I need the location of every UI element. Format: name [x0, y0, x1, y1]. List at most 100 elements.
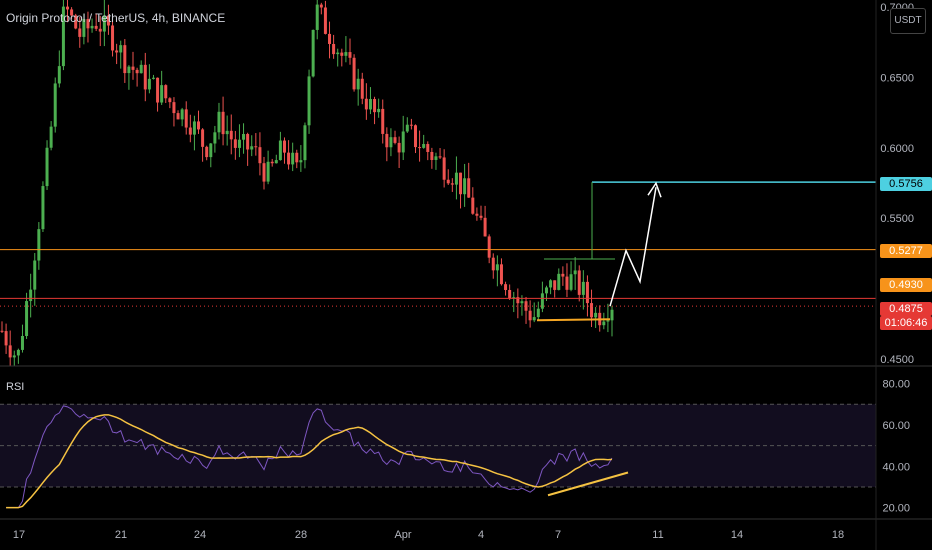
candle-body [176, 113, 180, 120]
candle-body [192, 121, 196, 135]
candle-body [258, 147, 262, 164]
pattern-drawings [536, 181, 662, 322]
candle-body [483, 217, 487, 237]
chart-title: Origin Protocol / TetherUS, 4h, BINANCE [6, 11, 226, 25]
candle-body [78, 28, 82, 37]
candle-body [573, 270, 577, 275]
time-tick-label: 17 [13, 529, 25, 541]
candle-body [323, 7, 327, 34]
candle-body [115, 50, 119, 53]
candle-body [565, 276, 569, 290]
candle-body [172, 102, 176, 114]
candle-body [405, 124, 409, 132]
candle-body [377, 108, 381, 113]
candle-body [151, 77, 155, 79]
resistance-price-badge: 0.5277 [880, 244, 932, 258]
candle-body [184, 109, 188, 128]
price-tick-label: 0.6000 [880, 143, 914, 155]
candle-body [577, 270, 581, 295]
candle-body [278, 140, 282, 161]
candle-body [86, 19, 90, 29]
candle-body [4, 331, 8, 346]
candle-body [123, 45, 127, 74]
pattern-neckline [536, 318, 611, 322]
candle-body [111, 25, 115, 51]
candle-body [41, 186, 45, 230]
candle-body [61, 6, 65, 67]
candle-body [168, 98, 172, 103]
candle-body [590, 303, 594, 318]
candle-body [197, 121, 201, 130]
candle-body [12, 355, 16, 358]
candle-body [49, 126, 53, 148]
candle-body [29, 289, 33, 302]
rsi-panel [0, 403, 876, 509]
candle-body [74, 15, 78, 29]
candle-body [221, 111, 225, 135]
countdown-badge: 01:06:46 [880, 316, 932, 330]
candle-body [532, 317, 536, 321]
candle-body [495, 264, 499, 271]
candle-body [164, 85, 168, 99]
candle-body [475, 213, 479, 216]
candle-body [70, 9, 74, 16]
candle-body [528, 310, 532, 321]
candle-body [385, 133, 389, 148]
candle-body [25, 301, 29, 336]
candle-body [90, 25, 94, 29]
price-tick-label: 0.5500 [880, 213, 914, 225]
candle-body [188, 127, 192, 135]
time-tick-label: 4 [478, 529, 484, 541]
candle-body [242, 134, 246, 140]
candle-body [422, 144, 426, 148]
candle-body [98, 28, 102, 32]
candle-body [549, 280, 553, 288]
candle-body [135, 69, 139, 74]
candle-body [364, 98, 368, 110]
candle-body [270, 161, 274, 164]
candle-body [217, 111, 221, 133]
candle-body [66, 6, 70, 10]
rsi-tick-label: 60.00 [882, 420, 910, 432]
candle-body [160, 85, 164, 103]
candle-body [262, 163, 266, 182]
candle-body [266, 161, 270, 182]
candle-body [201, 129, 205, 147]
candle-body [438, 156, 442, 158]
candle-body [360, 78, 364, 99]
candle-body [213, 132, 217, 144]
price-tick-label: 0.4500 [880, 354, 914, 366]
candle-body [291, 152, 295, 165]
candle-body [295, 152, 299, 163]
candle-body [303, 125, 307, 161]
current-price-badge: 0.4875 [880, 302, 932, 316]
candle-body [430, 151, 434, 160]
candle-body [274, 160, 278, 164]
candle-body [581, 281, 585, 295]
target-price-badge: 0.5756 [880, 177, 932, 191]
candle-body [352, 57, 356, 90]
rsi-ma-line [6, 414, 613, 509]
candle-body [229, 130, 233, 140]
candles [0, 0, 614, 366]
candle-body [401, 131, 405, 153]
candle-body [606, 320, 610, 322]
candle-body [0, 330, 4, 332]
currency-selector[interactable]: USDT [890, 8, 926, 34]
candle-body [467, 178, 471, 198]
candle-body [250, 146, 254, 150]
candle-body [237, 139, 241, 148]
candle-body [524, 301, 528, 311]
candle-body [516, 297, 520, 304]
candle-body [315, 4, 319, 30]
candle-body [373, 99, 377, 113]
candle-body [139, 64, 143, 74]
candle-body [311, 29, 315, 77]
candle-body [594, 312, 598, 318]
rsi-line [6, 405, 613, 509]
candle-body [45, 147, 49, 187]
candle-body [119, 45, 123, 53]
price-tick-label: 0.6500 [880, 72, 914, 84]
candle-body [520, 301, 524, 304]
